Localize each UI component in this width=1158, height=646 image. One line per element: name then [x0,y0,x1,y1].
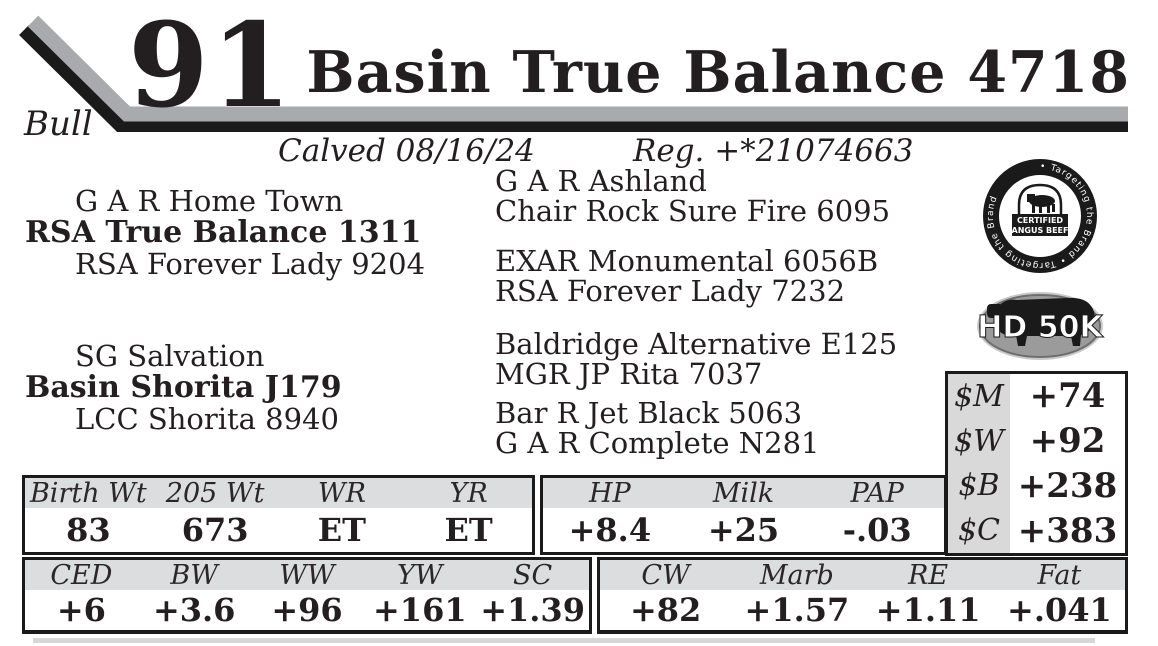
dollar-labels: $M $W $B $C [948,374,1010,553]
table-value: +.041 [1007,591,1112,629]
sex-label: Bull [24,104,93,144]
performance-table-right-header: HP Milk PAP [543,477,944,509]
performance-table-left-header: Birth Wt 205 Wt WR YR [25,477,532,509]
dollar-label: $W [954,423,1004,459]
column-header: SC [513,559,553,591]
epd-table-right-header: CW Marb RE Fat [600,559,1125,591]
table-value: +6 [56,591,106,629]
dam-dam-dam: G A R Complete N281 [495,426,820,460]
dam-name: Basin Shorita J179 [25,370,342,405]
hd50k-label: HD 50K [977,310,1104,345]
dollar-value: +238 [1017,465,1118,506]
table-value: -.03 [842,511,912,549]
column-header: WR [317,477,366,509]
performance-table-left: Birth Wt 205 Wt WR YR 83 673 ET ET [22,475,535,555]
cab-banner [1012,214,1068,236]
column-header: PAP [850,477,904,509]
sire-sire-sire: G A R Ashland [495,164,707,198]
dollar-value: +383 [1017,510,1118,551]
dam-dam: LCC Shorita 8940 [75,402,339,436]
dollar-label: $C [957,513,1001,549]
table-value: +161 [372,591,467,629]
dollar-value: +92 [1029,421,1106,462]
sire-name: RSA True Balance 1311 [25,215,422,250]
dam-sire: SG Salvation [75,339,265,373]
table-value: +3.6 [152,591,236,629]
performance-table-right-values: +8.4 +25 -.03 [543,508,944,552]
column-header: 205 Wt [165,477,265,509]
certified-angus-beef-logo: • Targeting the Brand • Targeting the Br… [983,159,1097,273]
column-header: YW [397,559,443,591]
hd50k-cow-icon [987,297,1095,346]
epd-table-left: CED BW WW YW SC +6 +3.6 +96 +161 +1.39 [22,557,592,634]
dollar-label: $M [954,378,1004,414]
sire-dam: RSA Forever Lady 9204 [75,247,426,281]
dollar-value: +74 [1029,376,1106,417]
column-header: Birth Wt [29,477,147,509]
column-header: CED [50,559,113,591]
column-header: HP [588,477,631,509]
performance-table-right: HP Milk PAP +8.4 +25 -.03 [540,475,947,555]
dam-sire-sire: Baldridge Alternative E125 [495,327,898,361]
sire-dam-sire: EXAR Monumental 6056B [495,244,879,278]
table-value: +82 [629,591,702,629]
cab-text-line2: ANGUS BEEF [1012,226,1069,235]
column-header: Fat [1037,559,1082,591]
dollar-value-box: $M $W $B $C +74 +92 +238 +383 [945,371,1128,556]
table-value: ET [317,511,366,549]
animal-name-title: Basin True Balance 4718 [306,39,1130,106]
registration-number: Reg. +*21074663 [633,133,914,169]
header-ribbon [19,15,1128,132]
epd-table-left-header: CED BW WW YW SC [25,559,589,591]
table-value: +1.39 [480,591,585,629]
dam-sire-dam: MGR JP Rita 7037 [495,357,763,391]
cab-cow-icon [1027,194,1055,213]
column-header: Milk [712,477,775,509]
table-value: 83 [66,511,111,549]
column-header: YR [449,477,488,509]
epd-table-right: CW Marb RE Fat +82 +1.57 +1.11 +.041 [597,557,1128,634]
performance-table-left-values: 83 673 ET ET [25,508,532,552]
column-header: WW [279,559,335,591]
epd-table-left-values: +6 +3.6 +96 +161 +1.39 [25,590,589,630]
dollar-label: $B [958,468,1000,504]
epd-table-right-values: +82 +1.57 +1.11 +.041 [600,590,1125,630]
sire-sire-dam: Chair Rock Sure Fire 6095 [495,194,891,228]
sire-dam-dam: RSA Forever Lady 7232 [495,274,846,308]
hd50k-logo: HD 50K [977,292,1105,360]
column-header: BW [170,559,218,591]
sire-sire: G A R Home Town [75,184,344,218]
table-value: +1.11 [875,591,981,629]
column-header: RE [908,559,949,591]
table-value: +1.57 [744,591,850,629]
lot-number: 91 [128,0,294,134]
table-value: +8.4 [568,511,652,549]
table-value: +25 [707,511,780,549]
cab-text-line1: CERTIFIED [1017,216,1063,225]
table-value: +96 [271,591,343,629]
calved-date: Calved 08/16/24 [278,133,535,169]
column-header: Marb [759,559,834,591]
table-value: 673 [181,511,249,549]
dollar-values: +74 +92 +238 +383 [1010,374,1125,553]
bottom-divider-rule [33,638,1095,643]
dam-dam-sire: Bar R Jet Black 5063 [495,396,803,430]
table-value: ET [444,511,493,549]
column-header: CW [641,559,690,591]
